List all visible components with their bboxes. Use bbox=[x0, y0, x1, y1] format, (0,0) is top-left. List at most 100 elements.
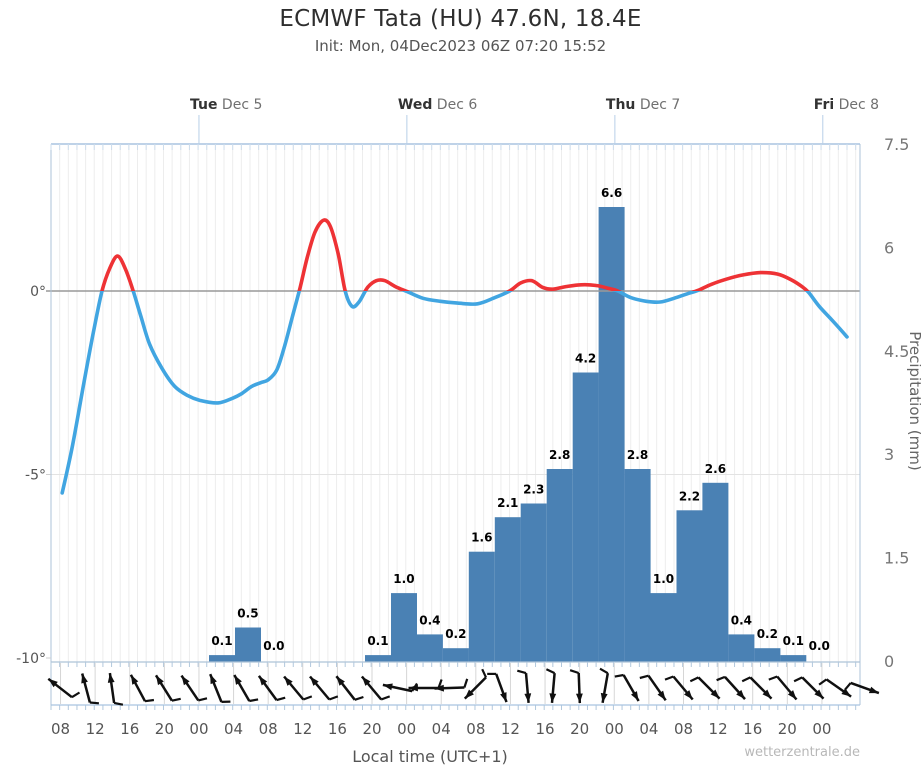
x-axis-hour-label: 00 bbox=[605, 720, 624, 738]
x-axis-hour-label: 12 bbox=[709, 720, 728, 738]
wind-arrow-head bbox=[631, 691, 639, 701]
wind-arrow-head bbox=[814, 689, 824, 699]
precip-bar bbox=[468, 551, 495, 662]
wind-arrow-barb bbox=[198, 697, 208, 702]
wind-arrow-head bbox=[181, 675, 190, 686]
wind-arrow-head bbox=[500, 692, 507, 703]
x-axis-title: Local time (UTC+1) bbox=[352, 747, 508, 766]
wind-arrow-barb bbox=[481, 668, 487, 678]
day-label: Fri Dec 8 bbox=[814, 97, 879, 113]
x-axis-hour-label: 00 bbox=[397, 720, 416, 738]
wind-arrow-head bbox=[464, 689, 474, 699]
precip-bar-label: 2.1 bbox=[497, 496, 518, 510]
wind-arrow-barb bbox=[144, 698, 155, 703]
precip-axis-tick-label: 6 bbox=[884, 238, 894, 257]
precip-bar bbox=[494, 517, 521, 662]
page-title: ECMWF Tata (HU) 47.6N, 18.4E bbox=[279, 6, 642, 32]
precip-bar bbox=[598, 207, 625, 662]
wind-arrow-head bbox=[107, 673, 115, 683]
precip-bar bbox=[546, 469, 573, 662]
wind-arrow-barb bbox=[716, 675, 726, 682]
precip-bar-label: 2.3 bbox=[523, 482, 544, 496]
precip-bar bbox=[572, 372, 599, 662]
x-axis-hour-label: 04 bbox=[639, 720, 658, 738]
precip-bar-label: 0.4 bbox=[419, 613, 440, 627]
precip-bar-label: 2.2 bbox=[679, 489, 700, 503]
precip-bar bbox=[780, 655, 807, 662]
wind-arrow-head bbox=[258, 675, 268, 686]
wind-arrow-barb bbox=[354, 695, 364, 701]
wind-arrow-barb bbox=[113, 701, 124, 706]
precip-axis-tick-label: 3 bbox=[884, 445, 894, 464]
temperature-line-above-zero bbox=[100, 218, 810, 291]
precip-axis-title: Precipitation (mm) bbox=[906, 331, 921, 471]
precip-bar bbox=[650, 593, 677, 662]
x-axis-hour-label: 16 bbox=[120, 720, 139, 738]
x-axis-hour-label: 20 bbox=[570, 720, 589, 738]
day-label: Wed Dec 6 bbox=[398, 97, 477, 113]
precip-bar bbox=[365, 655, 391, 662]
precip-bar-label: 0.5 bbox=[237, 607, 258, 621]
day-label: Thu Dec 7 bbox=[606, 97, 680, 113]
wind-arrow-head bbox=[48, 678, 58, 688]
watermark: wetterzentrale.de bbox=[744, 745, 860, 760]
x-axis-hour-label: 20 bbox=[778, 720, 797, 738]
x-axis-hour-label: 08 bbox=[466, 720, 485, 738]
precip-axis-tick-label: 1.5 bbox=[884, 549, 909, 568]
temp-axis-tick-label: -10° bbox=[16, 651, 46, 667]
wind-arrow-barb bbox=[380, 695, 391, 701]
precip-bar bbox=[754, 648, 781, 662]
precip-bar bbox=[728, 634, 755, 662]
wind-arrow-head bbox=[710, 689, 720, 699]
precip-axis-tick-label: 0 bbox=[884, 652, 894, 671]
wind-arrow-head bbox=[600, 692, 608, 703]
precip-bar-label: 0.2 bbox=[757, 627, 778, 641]
day-label: Tue Dec 5 bbox=[190, 97, 262, 113]
wind-arrow-barb bbox=[171, 697, 181, 702]
precip-bar-label: 0.0 bbox=[263, 639, 284, 653]
x-axis-hour-label: 16 bbox=[536, 720, 555, 738]
wind-arrow-head bbox=[684, 690, 693, 700]
x-axis-hour-label: 08 bbox=[259, 720, 278, 738]
temperature-line-below-zero bbox=[60, 291, 849, 495]
x-axis-hour-label: 16 bbox=[328, 720, 347, 738]
wind-arrow-head bbox=[736, 689, 745, 700]
precip-bar-label: 0.1 bbox=[367, 634, 388, 648]
x-axis-hour-label: 12 bbox=[501, 720, 520, 738]
x-axis-hour-label: 16 bbox=[743, 720, 762, 738]
wind-arrow-head bbox=[284, 676, 293, 686]
precip-bar bbox=[209, 655, 235, 662]
precip-bar-label: 2.8 bbox=[549, 448, 570, 462]
precip-bar-label: 2.6 bbox=[705, 462, 726, 476]
x-axis-hour-label: 20 bbox=[155, 720, 174, 738]
precip-bar bbox=[702, 482, 729, 662]
precip-bar bbox=[391, 593, 417, 662]
wind-arrow-head bbox=[310, 676, 319, 686]
temp-axis-tick-label: 0° bbox=[30, 284, 46, 300]
wind-arrow-head bbox=[841, 688, 852, 697]
wind-arrow-head bbox=[549, 693, 557, 703]
x-axis-hour-label: 12 bbox=[86, 720, 105, 738]
wind-arrow-barb bbox=[689, 676, 699, 683]
precip-bar-label: 0.2 bbox=[445, 627, 466, 641]
wind-arrow-head bbox=[156, 675, 164, 686]
wind-arrow-head bbox=[657, 690, 666, 701]
precip-bar-label: 0.0 bbox=[809, 639, 830, 653]
wind-arrow-barb bbox=[793, 676, 803, 683]
wind-arrow-head bbox=[434, 684, 444, 692]
precip-bar-label: 0.4 bbox=[731, 613, 752, 627]
wind-arrow-head bbox=[787, 690, 797, 700]
wind-arrow-barb bbox=[664, 675, 674, 681]
precip-bar-label: 0.1 bbox=[211, 634, 232, 648]
precip-bar bbox=[442, 648, 469, 662]
wind-arrow-barb bbox=[328, 695, 339, 701]
precip-bar bbox=[624, 469, 651, 662]
wind-arrow-head bbox=[210, 674, 217, 685]
wind-arrow-barb bbox=[517, 669, 527, 675]
wind-arrow-barb bbox=[741, 676, 751, 683]
precip-bar bbox=[235, 627, 261, 662]
wind-arrow-barb bbox=[569, 669, 580, 675]
wind-arrow-head bbox=[130, 674, 139, 685]
wind-arrow-head bbox=[576, 693, 583, 703]
